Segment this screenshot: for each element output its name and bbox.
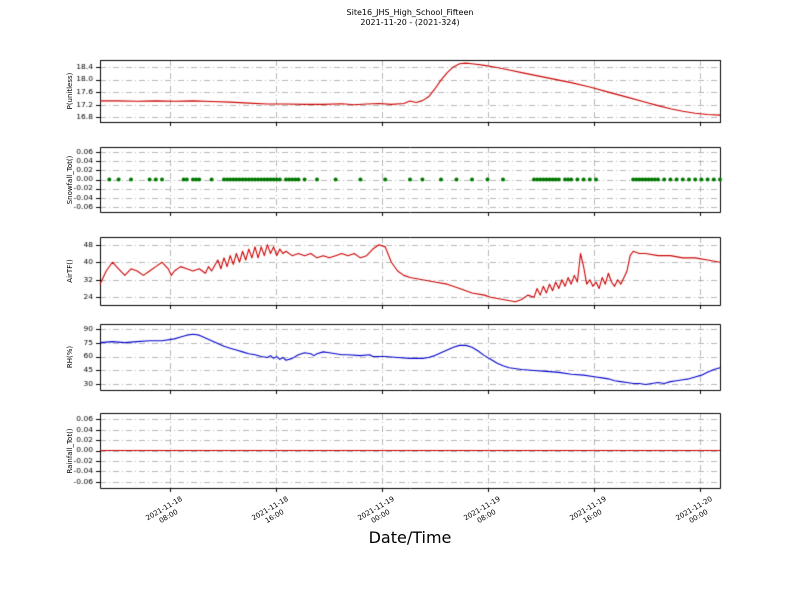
- y-axis-label-airtf: AirTF(): [66, 259, 74, 283]
- y-axis-label-rh: RH(%): [66, 345, 74, 369]
- chart-title: Site16_JHS_High_School_Fifteen: [346, 8, 474, 17]
- y-axis-label-rainfall: Rainfall_Tot(): [66, 428, 74, 474]
- x-axis-title: Date/Time: [368, 528, 452, 547]
- y-axis-label-snowfall: Snowfall_Tot(): [66, 155, 74, 205]
- y-axis-label-p: P(unitless): [66, 72, 74, 110]
- chart-subtitle: 2021-11-20 - (2021-324): [360, 18, 460, 27]
